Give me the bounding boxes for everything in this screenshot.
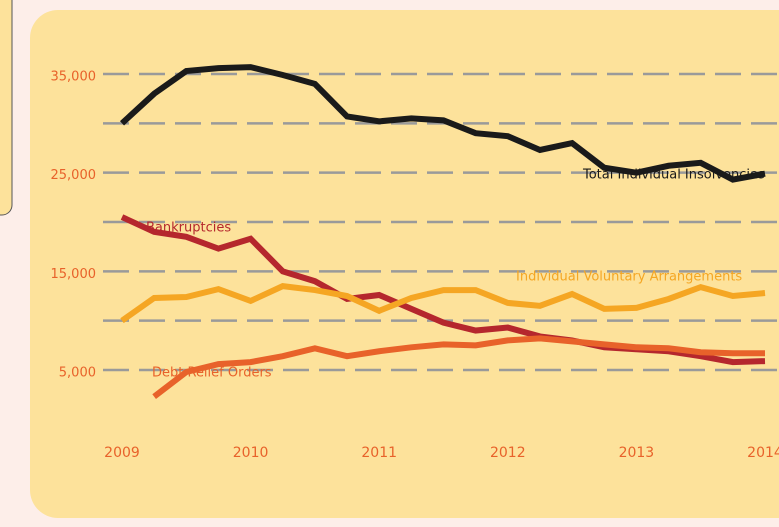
x-tick-label: 2013 <box>619 445 655 461</box>
y-tick-label: 25,000 <box>51 168 97 183</box>
x-tick-label: 2011 <box>361 445 397 461</box>
series-label: Total Individual Insolvencies <box>582 168 765 183</box>
side-panel <box>0 0 13 216</box>
series-label: Debt Relief Orders <box>152 366 272 381</box>
chart-panel <box>30 10 779 518</box>
x-tick-label: 2012 <box>490 445 526 461</box>
y-tick-label: 5,000 <box>59 366 96 381</box>
series-line <box>119 64 766 183</box>
series-line <box>120 283 766 324</box>
series-label: Bankruptcies <box>146 221 231 236</box>
y-tick-label: 15,000 <box>51 267 97 282</box>
x-tick-label: 2010 <box>233 445 269 461</box>
x-tick-label: 2009 <box>104 445 140 461</box>
series-line <box>152 335 765 400</box>
x-tick-label: 2014 <box>747 445 779 461</box>
y-tick-label: 35,000 <box>51 70 97 85</box>
series-label: Individual Voluntary Arrangements <box>516 270 742 285</box>
